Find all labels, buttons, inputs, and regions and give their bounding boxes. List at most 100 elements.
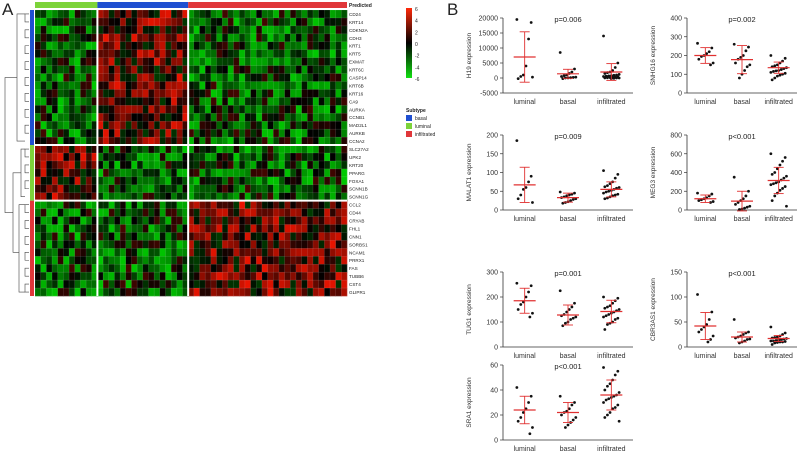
heatmap-cell [165, 57, 172, 66]
heatmap-cell [267, 89, 274, 98]
heatmap-cell [120, 121, 127, 130]
heatmap-cell [40, 25, 47, 35]
heatmap-cell [91, 280, 98, 289]
heatmap-cell [40, 105, 47, 114]
heatmap-cell [57, 41, 64, 51]
heatmap-cell [86, 192, 93, 201]
dendrogram-branch [24, 124, 29, 134]
heatmap-cell [165, 248, 172, 257]
heatmap-cell [74, 208, 81, 217]
heatmap-cell [114, 184, 121, 194]
heatmap-cell [318, 272, 325, 281]
heatmap-cell [69, 17, 76, 27]
heatmap-cell [40, 33, 47, 43]
heatmap-cell [46, 81, 53, 90]
heatmap-cell [131, 224, 138, 233]
y-tick-label: 600 [670, 151, 682, 158]
heatmap-cell [216, 137, 223, 146]
data-point [616, 296, 620, 300]
heatmap-cell [182, 224, 189, 233]
heatmap-cell [188, 272, 195, 281]
heatmap-cell [114, 89, 121, 98]
heatmap-cell [52, 33, 58, 43]
heatmap-cell [295, 105, 302, 114]
heatmap-cell [159, 160, 166, 170]
heatmap-cell [35, 264, 41, 273]
heatmap-cell [125, 129, 132, 138]
data-point [772, 182, 775, 186]
heatmap-cell [182, 176, 189, 186]
heatmap-cell [216, 10, 223, 19]
heatmap-cell [295, 137, 302, 146]
heatmap-cell [91, 184, 98, 194]
heatmap-cell [97, 57, 104, 66]
heatmap-cell [74, 288, 81, 297]
heatmap-cell [91, 113, 98, 122]
heatmap-cell [222, 256, 229, 265]
heatmap-cell [273, 240, 280, 249]
heatmap-cell [40, 160, 47, 170]
y-tick-label: 100 [670, 295, 682, 302]
data-point [569, 318, 572, 321]
heatmap-cell [74, 160, 81, 170]
heatmap-cell [182, 184, 189, 194]
heatmap-cell [46, 121, 53, 130]
data-point [705, 323, 709, 326]
heatmap-cell [261, 57, 268, 66]
heatmap-cell [205, 216, 212, 225]
heatmap-cell [142, 280, 149, 289]
heatmap-cell [227, 168, 234, 178]
heatmap-cell [120, 33, 127, 43]
heatmap-cell [278, 208, 285, 217]
heatmap-cell [165, 129, 172, 138]
data-point [783, 156, 787, 159]
heatmap-cell [69, 137, 76, 146]
heatmap-cell [239, 272, 246, 281]
heatmap-cell [97, 113, 104, 122]
heatmap-cell [256, 65, 263, 74]
heatmap-cell [182, 137, 189, 146]
heatmap-cell [318, 184, 325, 194]
heatmap-cell [227, 192, 234, 201]
heatmap-cell [244, 17, 251, 27]
heatmap-cell [69, 89, 76, 98]
heatmap-cell [40, 121, 47, 130]
heatmap-cell [233, 129, 240, 138]
heatmap-cell [312, 224, 319, 233]
heatmap-cell [120, 280, 127, 289]
heatmap-cell [312, 57, 319, 66]
y-tick-label: 200 [670, 189, 682, 196]
heatmap-cell [273, 73, 280, 82]
data-point [516, 197, 520, 201]
panel-label-b: B [447, 0, 459, 19]
data-point [569, 199, 572, 203]
heatmap-cell [182, 256, 189, 265]
data-point [558, 394, 562, 398]
heatmap-cell [125, 121, 132, 130]
heatmap-cell [171, 97, 178, 106]
heatmap-cell [154, 288, 161, 297]
heatmap-cell [227, 10, 234, 19]
heatmap-cell [52, 121, 58, 130]
heatmap-cell [35, 232, 41, 241]
heatmap-cell [154, 160, 161, 170]
heatmap-cell [63, 184, 70, 194]
heatmap-cell [57, 224, 64, 233]
gene-label: CDKN2A [349, 28, 369, 33]
heatmap-cell [205, 73, 212, 82]
gene-label: GLIPR1 [349, 290, 366, 295]
gene-label: CNN1 [349, 234, 362, 239]
heatmap-cell [227, 121, 234, 130]
heatmap-cell [40, 200, 47, 209]
heatmap-cell [318, 240, 325, 249]
heatmap-cell [57, 192, 64, 201]
heatmap-cell [307, 200, 314, 209]
heatmap-cell [57, 33, 64, 43]
data-point [707, 318, 711, 321]
heatmap-cell [193, 176, 200, 186]
heatmap-cell [205, 192, 212, 201]
heatmap-cell [80, 264, 87, 273]
heatmap-cell [182, 240, 189, 249]
data-point [606, 413, 609, 417]
heatmap-cell [125, 57, 132, 66]
